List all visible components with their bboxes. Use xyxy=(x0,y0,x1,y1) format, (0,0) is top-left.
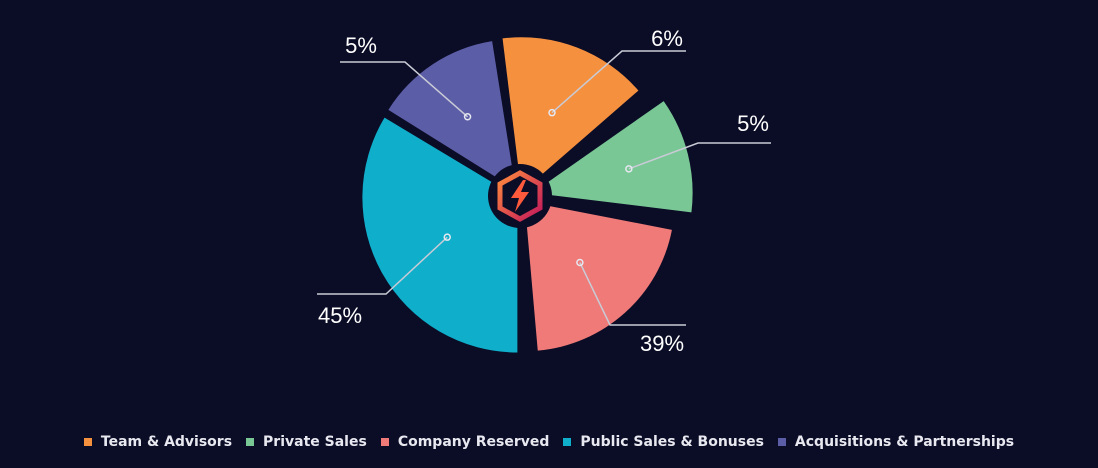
legend-item: Company Reserved xyxy=(380,434,550,450)
pie-chart: 6% 5% 39% 45% 5% xyxy=(317,26,771,356)
center-logo xyxy=(488,164,552,228)
legend-label: Public Sales & Bonuses xyxy=(580,434,764,450)
leader-anchor-dot xyxy=(548,108,556,117)
leader-line xyxy=(551,50,686,114)
legend-item: Team & Advisors xyxy=(83,434,233,450)
slice-value-label: 5% xyxy=(345,33,377,58)
legend-label: Acquisitions & Partnerships xyxy=(794,434,1015,450)
leader-anchor-dot xyxy=(443,233,451,241)
pie-chart-svg: 6% 5% 39% 45% 5% xyxy=(317,26,771,356)
pie-slice-team-advisors xyxy=(502,37,639,193)
legend-swatch xyxy=(246,438,255,446)
pie-slice-private-sales xyxy=(532,101,693,213)
pie-slice-public-sales-bonuses xyxy=(362,117,518,353)
leader-line xyxy=(340,61,469,118)
leader-line xyxy=(628,142,771,170)
leader-anchor-dot xyxy=(625,165,633,173)
slice-value-label: 5% xyxy=(737,111,769,136)
leader-anchor-dot xyxy=(576,258,584,267)
legend-swatch xyxy=(563,438,572,446)
legend-item: Acquisitions & Partnerships xyxy=(777,434,1015,450)
leader-line xyxy=(579,262,686,326)
slice-value-label: 39% xyxy=(640,331,684,356)
slice-value-label: 6% xyxy=(651,26,683,51)
pie-slice-company-reserved xyxy=(524,201,672,351)
legend-swatch xyxy=(83,438,92,446)
leader-anchor-dot xyxy=(463,113,472,121)
slice-value-label: 45% xyxy=(318,303,362,328)
legend-item: Public Sales & Bonuses xyxy=(563,434,764,450)
chart-legend: Team & Advisors Private Sales Company Rese… xyxy=(0,434,1098,450)
legend-swatch xyxy=(380,438,389,446)
legend-swatch xyxy=(777,438,786,446)
legend-label: Company Reserved xyxy=(397,434,550,450)
lightning-hexagon-logo-icon xyxy=(497,170,543,222)
legend-label: Private Sales xyxy=(263,434,367,450)
legend-label: Team & Advisors xyxy=(100,434,233,450)
leader-line xyxy=(317,236,448,295)
pie-slice-acquisitions-partnerships xyxy=(388,41,516,190)
legend-item: Private Sales xyxy=(246,434,367,450)
